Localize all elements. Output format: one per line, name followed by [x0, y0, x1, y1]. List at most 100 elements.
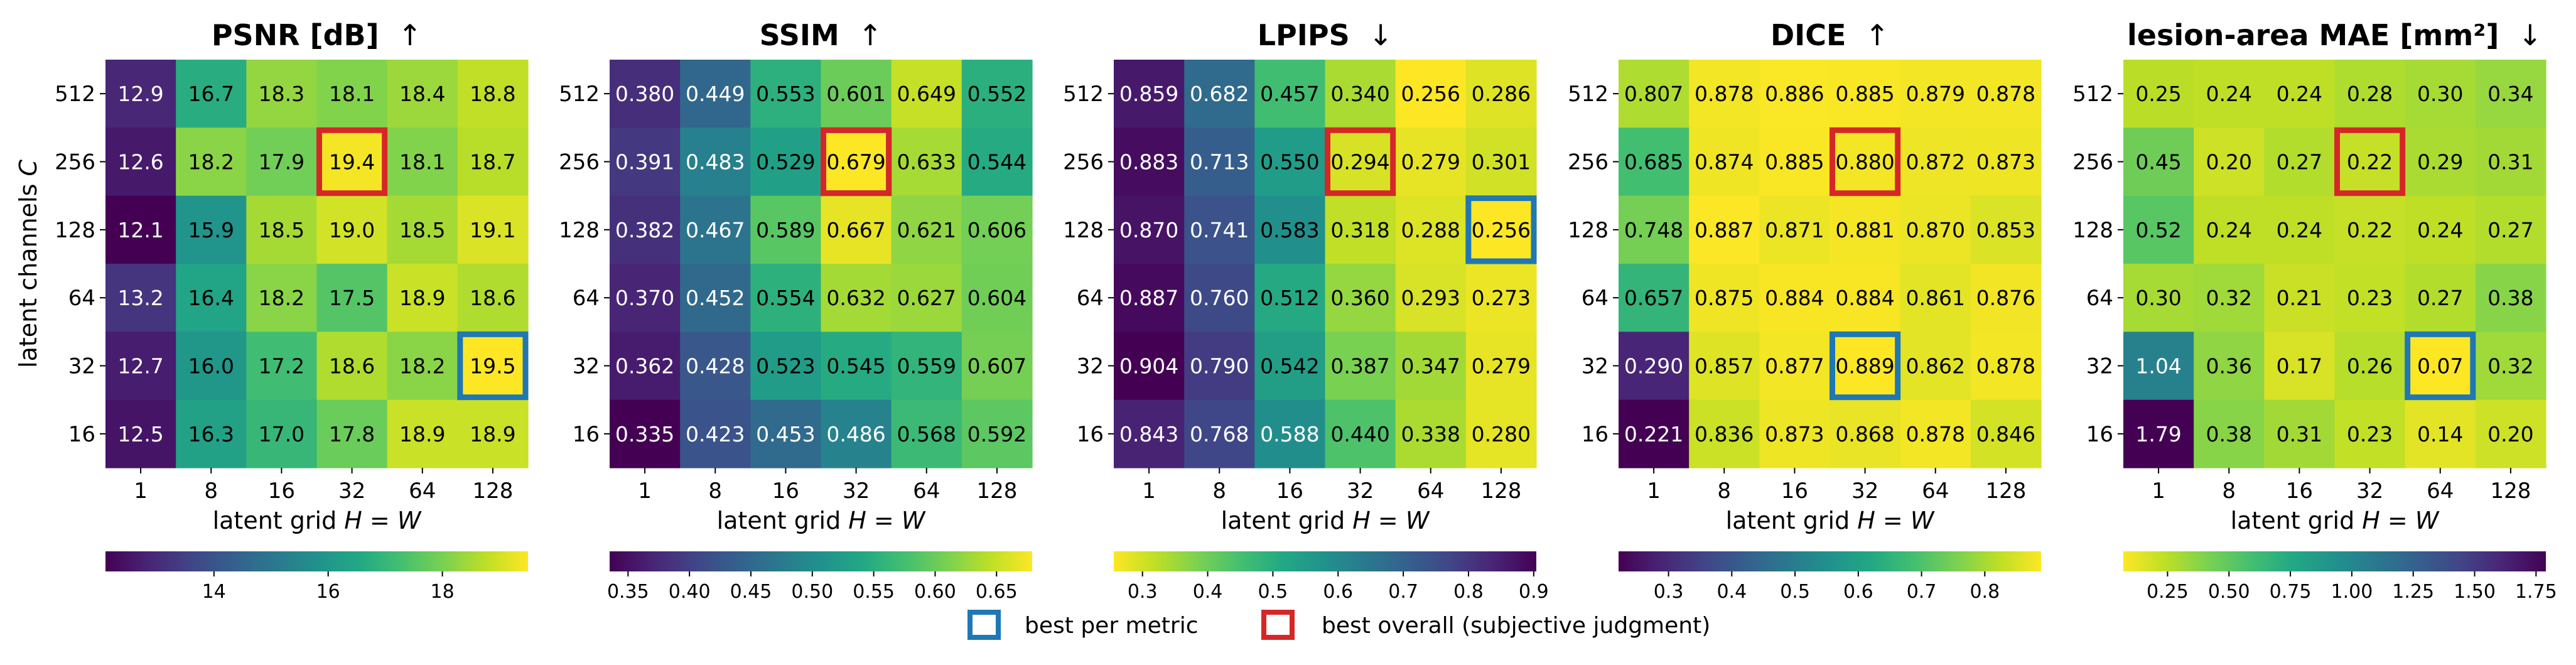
cell-value-label: 0.870	[1906, 218, 1965, 242]
heatmap-cell	[2123, 60, 2194, 128]
heatmap-cell	[1325, 195, 1396, 264]
cell-value-label: 0.621	[897, 218, 956, 242]
heatmap-cell	[316, 332, 388, 401]
heatmap-cell	[1114, 332, 1185, 401]
heatmap-cell	[1830, 264, 1901, 332]
cell-value-label: 19.0	[329, 218, 375, 242]
cell-value-label: 0.790	[1190, 354, 1249, 379]
x-tick-label: 128	[1985, 478, 2026, 504]
heatmap-cell	[821, 195, 892, 264]
heatmap-cell	[1395, 332, 1467, 401]
x-axis-label: latent grid H = W	[1221, 507, 1430, 534]
colorbar-tick-label: 0.6	[1323, 581, 1353, 603]
cell-value-label: 0.667	[826, 218, 885, 242]
cell-value-label: 0.633	[897, 150, 956, 175]
cell-value-label: 0.362	[615, 354, 674, 379]
colorbar-tick-label: 0.4	[1716, 581, 1747, 603]
cell-value-label: 0.256	[1472, 218, 1531, 242]
y-tick-label: 128	[559, 218, 600, 243]
heatmap-cell	[316, 60, 388, 128]
colorbar-tick-label: 0.9	[1519, 581, 1549, 603]
heatmap-cell	[1900, 127, 1971, 197]
heatmap-cell	[1465, 60, 1537, 128]
heatmap-cell	[1970, 127, 2042, 197]
best-per-metric-box	[2405, 331, 2476, 401]
best-overall-box	[1830, 127, 1901, 197]
legend-swatch-best-overall	[1261, 610, 1295, 640]
metric-direction-arrow: ↑	[398, 18, 423, 52]
colorbar-tick-label: 14	[202, 581, 226, 603]
cell-value-label: 0.20	[2206, 150, 2252, 175]
y-tick-label: 128	[55, 218, 95, 243]
cell-value-label: 0.22	[2347, 218, 2393, 242]
cell-value-label: 0.857	[1695, 354, 1754, 379]
heatmap-cell	[1114, 60, 1185, 128]
cell-value-label: 17.5	[329, 286, 375, 310]
cell-value-label: 0.449	[686, 82, 745, 106]
heatmap-cell	[1689, 332, 1760, 401]
cell-value-label: 18.9	[399, 286, 445, 310]
heatmap-cell	[680, 127, 751, 197]
cell-value-label: 0.604	[967, 286, 1027, 310]
heatmap-cell	[2194, 264, 2265, 332]
heatmap-cell	[1900, 332, 1971, 401]
heatmap-cell	[1759, 399, 1831, 468]
cell-value-label: 17.8	[329, 422, 375, 446]
heatmap-cell	[246, 399, 318, 468]
heatmap-cell	[176, 264, 247, 332]
cell-value-label: 1.04	[2135, 354, 2181, 379]
cell-value-label: 0.340	[1330, 82, 1389, 106]
cell-value-label: 0.457	[1260, 82, 1319, 106]
x-tick-label: 8	[1212, 478, 1226, 504]
metric-direction-arrow: ↑	[858, 18, 883, 52]
heatmap-cell	[1900, 60, 1971, 128]
cell-value-label: 0.679	[826, 150, 885, 175]
y-tick-label: 256	[1568, 150, 1609, 175]
cell-value-label: 18.2	[188, 150, 234, 175]
cell-value-label: 0.807	[1624, 82, 1683, 106]
panel-title: PSNR [dB] ↑	[212, 18, 422, 52]
x-tick-label: 64	[1417, 478, 1444, 504]
metric-direction-arrow: ↓	[2518, 18, 2542, 52]
heatmap-cell	[105, 264, 176, 332]
cell-value-label: 18.4	[399, 82, 445, 106]
panel-title: LPIPS ↓	[1258, 18, 1393, 52]
cell-value-label: 0.550	[1260, 150, 1319, 175]
best-per-metric-box	[457, 331, 529, 401]
y-tick-label: 128	[2072, 218, 2113, 243]
cell-value-label: 18.6	[470, 286, 515, 310]
cell-value-label: 0.24	[2277, 218, 2322, 242]
cell-value-label: 0.627	[897, 286, 956, 310]
cell-value-label: 0.592	[967, 422, 1027, 446]
cell-value-label: 0.27	[2487, 218, 2533, 242]
cell-value-label: 0.28	[2347, 82, 2393, 106]
best-overall-box	[316, 127, 388, 197]
cell-value-label: 0.529	[756, 150, 815, 175]
heatmap-cell	[750, 399, 822, 468]
cell-value-label: 0.20	[2487, 422, 2533, 446]
heatmap-cell	[1395, 60, 1467, 128]
heatmap-cell	[176, 60, 247, 128]
heatmap-cell	[2194, 127, 2265, 197]
cell-value-label: 0.887	[1119, 286, 1178, 310]
cell-value-label: 0.22	[2347, 150, 2393, 175]
heatmap-cell	[1325, 127, 1396, 197]
colorbar-tick-label: 0.5	[1258, 581, 1288, 603]
cell-value-label: 0.31	[2277, 422, 2322, 446]
cell-value-label: 0.38	[2487, 286, 2533, 310]
heatmap-cell	[2405, 127, 2476, 197]
cell-value-label: 0.554	[756, 286, 815, 310]
cell-value-label: 0.21	[2277, 286, 2322, 310]
heatmap-cell	[2264, 332, 2336, 401]
cell-value-label: 0.887	[1695, 218, 1754, 242]
heatmap-cell	[1184, 127, 1255, 197]
heatmap-cell	[1970, 264, 2042, 332]
best-overall-box	[1325, 127, 1396, 197]
heatmap-cell	[105, 127, 176, 197]
heatmap-cell	[105, 60, 176, 128]
heatmap-cell	[1619, 399, 1689, 468]
cell-value-label: 0.486	[826, 422, 885, 446]
cell-value-label: 19.4	[329, 150, 375, 175]
heatmap-cell	[610, 60, 681, 128]
heatmap-cell	[750, 195, 822, 264]
